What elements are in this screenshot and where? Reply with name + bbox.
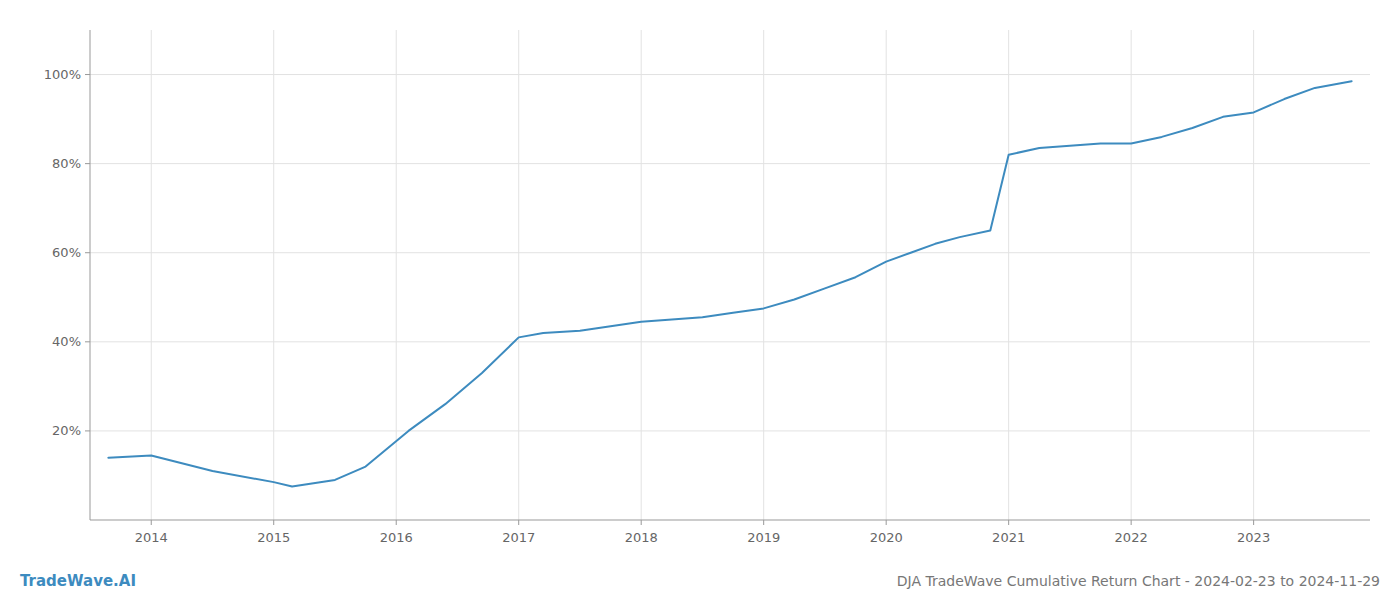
tick-mark-y [85, 163, 90, 164]
tick-mark-x [886, 520, 887, 525]
grid-line-x [1008, 30, 1009, 520]
title: DJA TradeWave Cumulative Return Chart - … [897, 573, 1380, 589]
tick-label-y: 20% [52, 423, 81, 438]
grid-line-x [151, 30, 152, 520]
tick-mark-y [85, 252, 90, 253]
grid-line-x [763, 30, 764, 520]
tick-mark-x [518, 520, 519, 525]
plot-area [108, 81, 1351, 486]
tick-mark-x [763, 520, 764, 525]
grid [90, 30, 1370, 520]
tick-label-x: 2020 [870, 530, 903, 545]
tick-mark-y [85, 430, 90, 431]
tick-mark-y [85, 341, 90, 342]
tick-mark-y [85, 74, 90, 75]
grid-line-x [518, 30, 519, 520]
grid-line-x [641, 30, 642, 520]
grid-line-x [396, 30, 397, 520]
axis-line-y [90, 30, 91, 520]
tick-label-x: 2023 [1237, 530, 1270, 545]
tick-label-x: 2015 [257, 530, 290, 545]
tick-mark-x [273, 520, 274, 525]
tick-mark-x [151, 520, 152, 525]
grid-line-y [90, 163, 1370, 164]
grid-line-y [90, 341, 1370, 342]
tick-label-x: 2016 [380, 530, 413, 545]
tick-label-x: 2021 [992, 530, 1025, 545]
tick-mark-x [1253, 520, 1254, 525]
tick-label-x: 2018 [625, 530, 658, 545]
tick-mark-x [396, 520, 397, 525]
tick-label-y: 60% [52, 245, 81, 260]
watermark: TradeWave.AI [20, 572, 136, 590]
grid-line-x [886, 30, 887, 520]
grid-line-x [1253, 30, 1254, 520]
page: {"chart_data": {"type": "line", "title":… [0, 0, 1400, 600]
tick-label-y: 100% [44, 67, 81, 82]
tick-label-y: 80% [52, 156, 81, 171]
tick-label-x: 2022 [1115, 530, 1148, 545]
grid-line-x [1131, 30, 1132, 520]
grid-line-y [90, 430, 1370, 431]
grid-line-y [90, 252, 1370, 253]
chart: 2014 2015 2016 2017 2018 2019 2020 2021 2022 2023… [0, 0, 1400, 600]
grid-line-y [90, 74, 1370, 75]
tick-label-y: 40% [52, 334, 81, 349]
data-line [108, 81, 1351, 486]
tick-mark-x [1131, 520, 1132, 525]
axes: 2014 2015 2016 2017 2018 2019 2020 2021 2022 2023… [44, 30, 1370, 545]
tick-label-x: 2019 [747, 530, 780, 545]
tick-mark-x [1008, 520, 1009, 525]
axis-line-x [90, 520, 1370, 521]
tick-mark-x [641, 520, 642, 525]
grid-line-x [273, 30, 274, 520]
tick-label-x: 2014 [135, 530, 168, 545]
tick-label-x: 2017 [502, 530, 535, 545]
